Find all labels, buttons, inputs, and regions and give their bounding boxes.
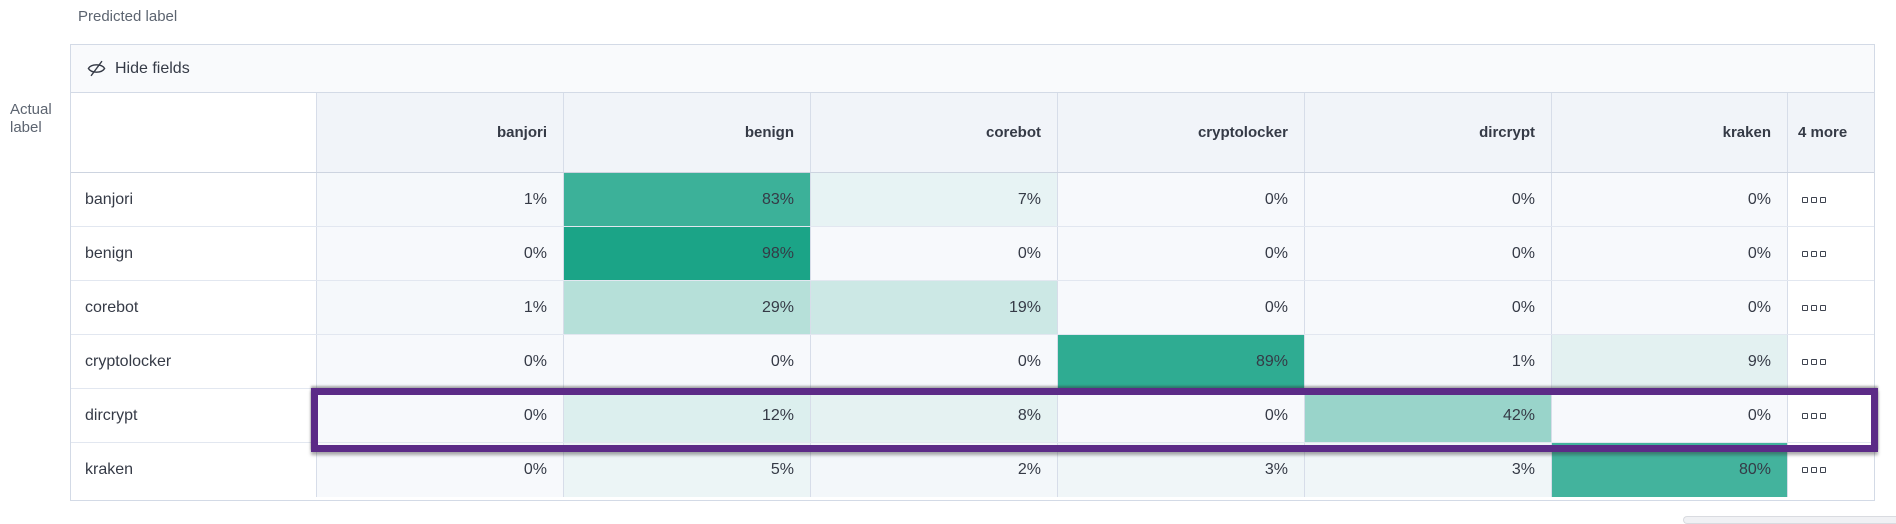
matrix-cell-benign-cryptolocker[interactable]: 0%: [1058, 227, 1305, 280]
actions-cell: [1788, 173, 1874, 226]
column-header-benign: benign: [564, 93, 811, 172]
header-corner-cell: [71, 93, 317, 172]
table-row-benign: benign 0% 98% 0% 0% 0% 0%: [71, 227, 1874, 281]
row-label: corebot: [71, 281, 317, 334]
matrix-cell-cryptolocker-benign[interactable]: 0%: [564, 335, 811, 388]
matrix-cell-corebot-corebot[interactable]: 19%: [811, 281, 1058, 334]
column-header-cryptolocker: cryptolocker: [1058, 93, 1305, 172]
header-row: banjori benign corebot cryptolocker dircrypt…: [71, 93, 1874, 173]
column-header-more[interactable]: 4 more: [1798, 123, 1848, 141]
actions-cell: [1788, 335, 1874, 388]
matrix-cell-cryptolocker-cryptolocker[interactable]: 89%: [1058, 335, 1305, 388]
matrix-cell-kraken-cryptolocker[interactable]: 3%: [1058, 443, 1305, 497]
matrix-cell-kraken-benign[interactable]: 5%: [564, 443, 811, 497]
actions-cell: [1788, 443, 1874, 497]
hide-fields-label: Hide fields: [115, 59, 190, 77]
horizontal-scrollbar[interactable]: [1683, 516, 1896, 524]
boxes-horizontal-icon[interactable]: [1802, 358, 1826, 365]
matrix-cell-dircrypt-corebot[interactable]: 8%: [811, 389, 1058, 442]
matrix-cell-dircrypt-cryptolocker[interactable]: 0%: [1058, 389, 1305, 442]
column-header-dircrypt: dircrypt: [1305, 93, 1552, 172]
row-label: cryptolocker: [71, 335, 317, 388]
table-row-dircrypt: dircrypt 0% 12% 8% 0% 42% 0%: [71, 389, 1874, 443]
matrix-cell-benign-dircrypt[interactable]: 0%: [1305, 227, 1552, 280]
matrix-cell-cryptolocker-banjori[interactable]: 0%: [317, 335, 564, 388]
row-label: dircrypt: [71, 389, 317, 442]
matrix-cell-cryptolocker-kraken[interactable]: 9%: [1552, 335, 1788, 388]
actions-cell: [1788, 227, 1874, 280]
boxes-horizontal-icon[interactable]: [1802, 412, 1826, 419]
matrix-cell-benign-benign[interactable]: 98%: [564, 227, 811, 280]
hide-fields-button[interactable]: Hide fields: [87, 59, 190, 78]
row-label: banjori: [71, 173, 317, 226]
matrix-cell-banjori-benign[interactable]: 83%: [564, 173, 811, 226]
predicted-label: Predicted label: [78, 8, 178, 25]
table-row-banjori: banjori 1% 83% 7% 0% 0% 0%: [71, 173, 1874, 227]
matrix-cell-kraken-kraken[interactable]: 80%: [1552, 443, 1788, 497]
matrix-cell-corebot-kraken[interactable]: 0%: [1552, 281, 1788, 334]
datagrid-toolbar: Hide fields: [71, 45, 1874, 93]
column-header-kraken: kraken: [1552, 93, 1788, 172]
matrix-cell-kraken-banjori[interactable]: 0%: [317, 443, 564, 497]
actions-cell: [1788, 281, 1874, 334]
matrix-cell-banjori-cryptolocker[interactable]: 0%: [1058, 173, 1305, 226]
row-label: kraken: [71, 443, 317, 497]
column-header-corebot: corebot: [811, 93, 1058, 172]
matrix-cell-dircrypt-dircrypt[interactable]: 42%: [1305, 389, 1552, 442]
matrix-cell-cryptolocker-corebot[interactable]: 0%: [811, 335, 1058, 388]
matrix-cell-benign-corebot[interactable]: 0%: [811, 227, 1058, 280]
boxes-horizontal-icon[interactable]: [1802, 196, 1826, 203]
matrix-cell-banjori-kraken[interactable]: 0%: [1552, 173, 1788, 226]
actual-label: Actual label: [10, 101, 52, 136]
matrix-cell-dircrypt-benign[interactable]: 12%: [564, 389, 811, 442]
matrix-cell-benign-banjori[interactable]: 0%: [317, 227, 564, 280]
matrix-cell-banjori-corebot[interactable]: 7%: [811, 173, 1058, 226]
matrix-rows: banjori 1% 83% 7% 0% 0% 0% benign 0% 98% 0% 0% 0% 0% c…: [71, 173, 1874, 497]
matrix-cell-banjori-dircrypt[interactable]: 0%: [1305, 173, 1552, 226]
matrix-cell-corebot-cryptolocker[interactable]: 0%: [1058, 281, 1305, 334]
matrix-cell-dircrypt-kraken[interactable]: 0%: [1552, 389, 1788, 442]
matrix-cell-kraken-corebot[interactable]: 2%: [811, 443, 1058, 497]
matrix-cell-benign-kraken[interactable]: 0%: [1552, 227, 1788, 280]
matrix-cell-banjori-banjori[interactable]: 1%: [317, 173, 564, 226]
confusion-matrix-table: Hide fields banjori benign corebot cryptolo…: [70, 44, 1875, 501]
boxes-horizontal-icon[interactable]: [1802, 304, 1826, 311]
column-header-banjori: banjori: [317, 93, 564, 172]
table-row-kraken: kraken 0% 5% 2% 3% 3% 80%: [71, 443, 1874, 497]
table-row-cryptolocker: cryptolocker 0% 0% 0% 89% 1% 9%: [71, 335, 1874, 389]
matrix-cell-corebot-benign[interactable]: 29%: [564, 281, 811, 334]
matrix-cell-corebot-banjori[interactable]: 1%: [317, 281, 564, 334]
boxes-horizontal-icon[interactable]: [1802, 250, 1826, 257]
table-row-corebot: corebot 1% 29% 19% 0% 0% 0%: [71, 281, 1874, 335]
boxes-horizontal-icon[interactable]: [1802, 467, 1826, 473]
matrix-cell-kraken-dircrypt[interactable]: 3%: [1305, 443, 1552, 497]
actions-cell: [1788, 389, 1874, 442]
matrix-cell-dircrypt-banjori[interactable]: 0%: [317, 389, 564, 442]
eye-closed-icon: [87, 60, 106, 77]
row-label: benign: [71, 227, 317, 280]
matrix-cell-corebot-dircrypt[interactable]: 0%: [1305, 281, 1552, 334]
matrix-cell-cryptolocker-dircrypt[interactable]: 1%: [1305, 335, 1552, 388]
